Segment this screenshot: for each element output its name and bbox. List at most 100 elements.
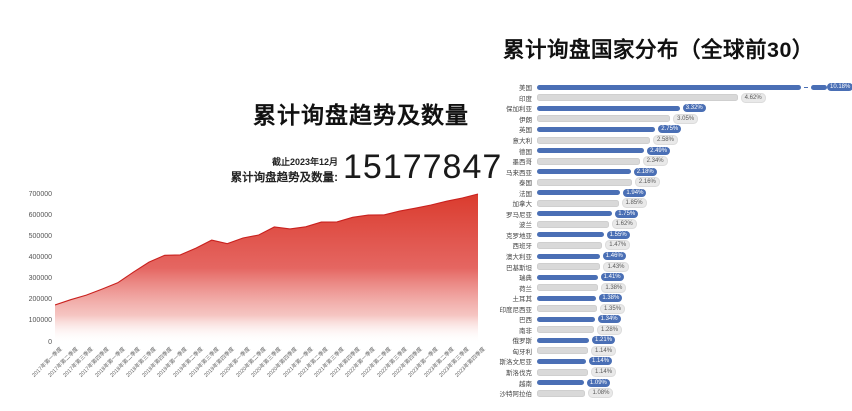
country-chart-title: 累计询盘国家分布（全球前30） xyxy=(503,38,814,62)
value-badge: 2.75% xyxy=(658,125,682,134)
bar-row: 斯洛伐克 1.14% xyxy=(484,367,852,378)
country-bar-chart: 美国 10.18% 印度 4.62% 保加利亚 3.32% 伊朗 3.05% 英国 2.75% 意大… xyxy=(484,82,852,399)
value-badge: 1.14% xyxy=(591,345,617,356)
value-badge: 3.05% xyxy=(673,113,699,124)
value-badge: 1.94% xyxy=(623,188,647,197)
country-label: 越南 xyxy=(519,380,532,388)
value-badge: 1.14% xyxy=(589,357,613,366)
value-badge: 1.62% xyxy=(611,219,637,230)
value-bar xyxy=(537,368,589,376)
country-label: 西班牙 xyxy=(512,243,533,251)
country-label: 泰国 xyxy=(519,180,532,188)
bar-row: 荷兰 1.38% xyxy=(484,282,852,293)
value-badge: 2.16% xyxy=(634,177,660,188)
bar-row: 法国 1.94% xyxy=(484,187,852,198)
bar-row: 加拿大 1.85% xyxy=(484,198,852,209)
bar-row: 越南 1.09% xyxy=(484,377,852,388)
value-bar xyxy=(537,295,597,301)
country-label: 美国 xyxy=(519,85,532,93)
y-tick-label: 200000 xyxy=(28,296,52,304)
value-badge: 1.46% xyxy=(602,252,626,261)
value-bar xyxy=(537,115,671,123)
bar-row: 沙特阿拉伯 1.08% xyxy=(484,388,852,399)
value-bar xyxy=(537,178,632,186)
value-bar xyxy=(537,274,598,280)
value-badge: 1.34% xyxy=(597,315,621,324)
value-badge: 1.35% xyxy=(600,303,626,314)
bar-row: 俄罗斯 1.21% xyxy=(484,335,852,346)
y-tick-label: 0 xyxy=(48,338,52,346)
value-badge: 1.41% xyxy=(600,273,624,282)
country-label: 保加利亚 xyxy=(506,106,532,114)
y-tick-label: 500000 xyxy=(28,232,52,240)
trend-area-fill xyxy=(55,194,478,342)
y-tick-label: 700000 xyxy=(28,190,52,198)
value-badge: 1.38% xyxy=(599,294,623,303)
country-label: 印度 xyxy=(519,95,532,103)
country-label: 沙特阿拉伯 xyxy=(499,391,533,399)
value-bar xyxy=(537,157,640,165)
value-bar xyxy=(537,199,619,207)
value-badge: 1.55% xyxy=(606,230,630,239)
country-label: 加拿大 xyxy=(512,201,533,209)
country-label: 德国 xyxy=(519,148,532,156)
country-label: 南非 xyxy=(519,327,532,335)
bar-row: 斯洛文尼亚 1.14% xyxy=(484,356,852,367)
value-bar xyxy=(537,305,598,313)
bar-row: 保加利亚 3.32% xyxy=(484,103,852,114)
country-label: 法国 xyxy=(519,190,532,198)
country-label: 土耳其 xyxy=(512,296,533,304)
value-bar xyxy=(537,94,738,102)
country-label: 墨西哥 xyxy=(512,159,533,167)
value-bar-cap xyxy=(811,84,827,90)
value-bar xyxy=(537,380,584,386)
value-badge: 1.85% xyxy=(621,198,647,209)
country-label: 波兰 xyxy=(519,222,532,230)
value-bar xyxy=(537,389,586,397)
value-bar xyxy=(537,358,587,364)
trend-x-axis: 2017年第一季度 2017年第二季度 2017年第三季度 2017年第四季度 2018… xyxy=(31,345,486,405)
bar-row: 泰国 2.16% xyxy=(484,177,852,188)
value-bar xyxy=(537,326,595,334)
value-bar xyxy=(537,136,650,144)
total-inquiries-value: 15177847 xyxy=(343,148,503,186)
country-label: 瑞典 xyxy=(519,275,532,283)
value-bar xyxy=(537,263,601,271)
value-badge: 2.18% xyxy=(633,167,657,176)
bar-row: 马来西亚 2.18% xyxy=(484,166,852,177)
value-badge: 1.21% xyxy=(592,336,616,345)
bar-row: 伊朗 3.05% xyxy=(484,113,852,125)
value-badge: 2.49% xyxy=(647,146,671,155)
y-tick-label: 300000 xyxy=(28,275,52,283)
as-of-date: 截止2023年12月 xyxy=(271,157,338,167)
country-label: 澳大利亚 xyxy=(506,254,532,262)
value-badge: 2.58% xyxy=(652,135,678,145)
value-bar xyxy=(537,84,801,90)
y-tick-label: 400000 xyxy=(28,253,52,261)
value-badge: 10.18% xyxy=(827,83,852,92)
bar-row: 土耳其 1.38% xyxy=(484,293,852,304)
country-label: 克罗地亚 xyxy=(506,232,532,240)
bar-row: 巴基斯坦 1.43% xyxy=(484,261,852,272)
value-badge: 1.43% xyxy=(603,261,629,272)
trend-chart-title: 累计询盘趋势及数量 xyxy=(253,102,469,128)
country-label: 印度尼西亚 xyxy=(499,306,533,314)
axis-break-icon xyxy=(802,86,810,89)
bar-row: 德国 2.49% xyxy=(484,145,852,156)
value-bar xyxy=(537,190,621,196)
country-label: 马来西亚 xyxy=(506,169,532,177)
bar-row: 罗马尼亚 1.75% xyxy=(484,209,852,220)
value-bar xyxy=(537,316,595,322)
value-badge: 1.09% xyxy=(586,378,610,387)
country-label: 俄罗斯 xyxy=(512,338,533,346)
value-bar xyxy=(537,211,613,217)
value-bar xyxy=(537,241,603,249)
value-badge: 1.28% xyxy=(597,324,623,335)
trend-area-chart xyxy=(55,193,479,342)
value-bar xyxy=(537,347,589,355)
value-bar xyxy=(537,169,631,175)
bar-row: 瑞典 1.41% xyxy=(484,272,852,283)
trend-line xyxy=(55,193,479,306)
country-label: 意大利 xyxy=(512,138,533,145)
